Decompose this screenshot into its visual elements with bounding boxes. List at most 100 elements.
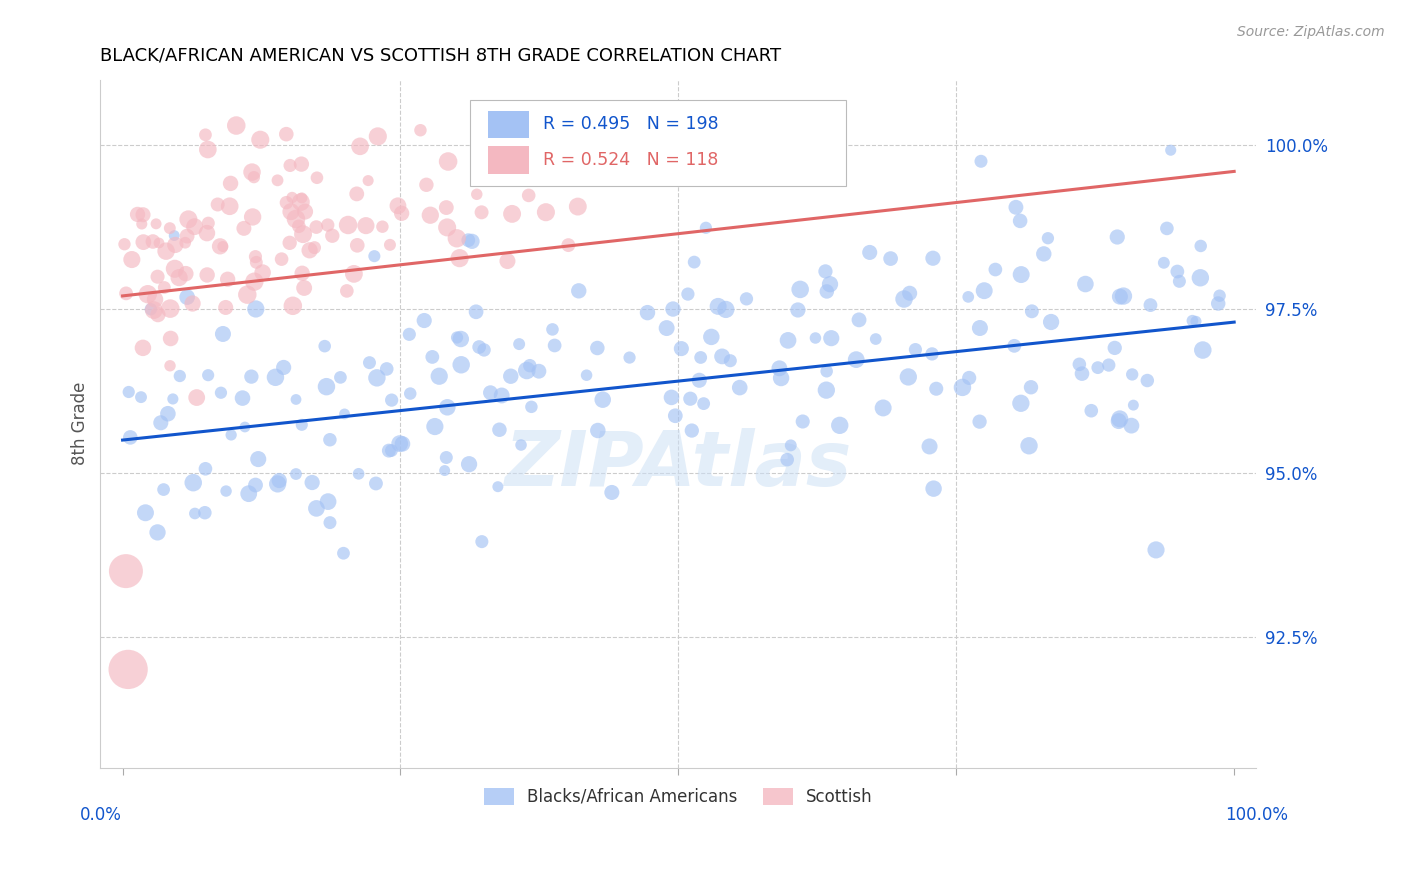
Point — [664, 409, 686, 423]
Point — [534, 205, 557, 219]
Point — [252, 266, 274, 280]
Point — [567, 200, 589, 214]
Point — [1168, 274, 1191, 288]
Point — [247, 452, 270, 467]
Point — [115, 286, 138, 301]
Point — [1080, 403, 1102, 417]
Point — [828, 418, 851, 433]
Point — [1104, 341, 1126, 355]
Point — [169, 369, 191, 384]
Point — [679, 392, 702, 406]
Point — [1098, 358, 1121, 372]
Point — [305, 220, 328, 235]
Point — [165, 238, 187, 252]
Point — [176, 229, 198, 244]
Point — [575, 368, 598, 383]
Point — [132, 235, 155, 249]
Point — [1208, 289, 1230, 303]
Point — [922, 251, 945, 265]
Point — [219, 428, 242, 442]
Point — [132, 208, 155, 222]
Point — [446, 330, 468, 344]
Point — [163, 261, 186, 276]
Point — [364, 476, 387, 491]
Point — [434, 450, 457, 465]
Point — [461, 235, 484, 249]
Point — [315, 379, 337, 393]
Point — [957, 290, 980, 304]
Point — [159, 301, 181, 316]
Point — [270, 252, 292, 267]
Point — [155, 244, 177, 259]
Text: BLACK/AFRICAN AMERICAN VS SCOTTISH 8TH GRADE CORRELATION CHART: BLACK/AFRICAN AMERICAN VS SCOTTISH 8TH G… — [100, 46, 782, 64]
Point — [276, 127, 298, 141]
Point — [491, 388, 513, 402]
Point — [281, 190, 304, 204]
Point — [433, 464, 456, 478]
Point — [471, 162, 494, 177]
Point — [671, 342, 693, 356]
Point — [240, 369, 263, 384]
Point — [388, 436, 411, 450]
Point — [585, 165, 607, 179]
Point — [1010, 214, 1032, 228]
Point — [845, 352, 868, 367]
Point — [197, 143, 219, 157]
Point — [233, 420, 256, 434]
Point — [278, 235, 301, 250]
Point — [450, 358, 472, 372]
Point — [527, 364, 550, 378]
Point — [194, 462, 217, 476]
Point — [243, 170, 266, 185]
Point — [465, 305, 488, 319]
Point — [918, 440, 941, 454]
Point — [773, 119, 796, 133]
Point — [688, 373, 710, 387]
Point — [209, 385, 232, 400]
Point — [290, 194, 312, 209]
Point — [1144, 542, 1167, 557]
Point — [602, 119, 624, 133]
Point — [217, 272, 239, 286]
Point — [183, 219, 205, 234]
Text: Source: ZipAtlas.com: Source: ZipAtlas.com — [1237, 25, 1385, 39]
Point — [1191, 343, 1213, 357]
Point — [728, 381, 751, 395]
Point — [471, 205, 494, 219]
Point — [301, 475, 323, 490]
Point — [399, 386, 422, 401]
Point — [152, 483, 174, 497]
Point — [321, 228, 343, 243]
Point — [245, 250, 267, 264]
Point — [516, 363, 538, 377]
Point — [904, 343, 927, 357]
Point — [145, 217, 167, 231]
Point — [1005, 200, 1028, 214]
Point — [1010, 396, 1032, 410]
Point — [655, 321, 678, 335]
Point — [1032, 247, 1054, 261]
FancyBboxPatch shape — [470, 100, 846, 186]
Point — [1112, 289, 1135, 303]
Point — [371, 219, 394, 234]
Point — [159, 221, 181, 235]
Point — [520, 124, 543, 138]
Point — [1136, 374, 1159, 388]
Point — [1010, 268, 1032, 282]
Point — [197, 216, 219, 230]
Point — [131, 217, 153, 231]
Point — [692, 396, 714, 410]
Point — [1121, 368, 1143, 382]
Point — [973, 284, 995, 298]
Point — [134, 506, 156, 520]
Point — [1166, 264, 1188, 278]
Point — [290, 157, 312, 171]
Point — [499, 369, 522, 384]
Point — [1021, 304, 1043, 318]
Point — [619, 351, 641, 365]
Point — [1036, 231, 1059, 245]
Point — [419, 208, 441, 222]
Point — [285, 467, 308, 481]
Point — [264, 370, 287, 384]
Point — [449, 251, 471, 265]
